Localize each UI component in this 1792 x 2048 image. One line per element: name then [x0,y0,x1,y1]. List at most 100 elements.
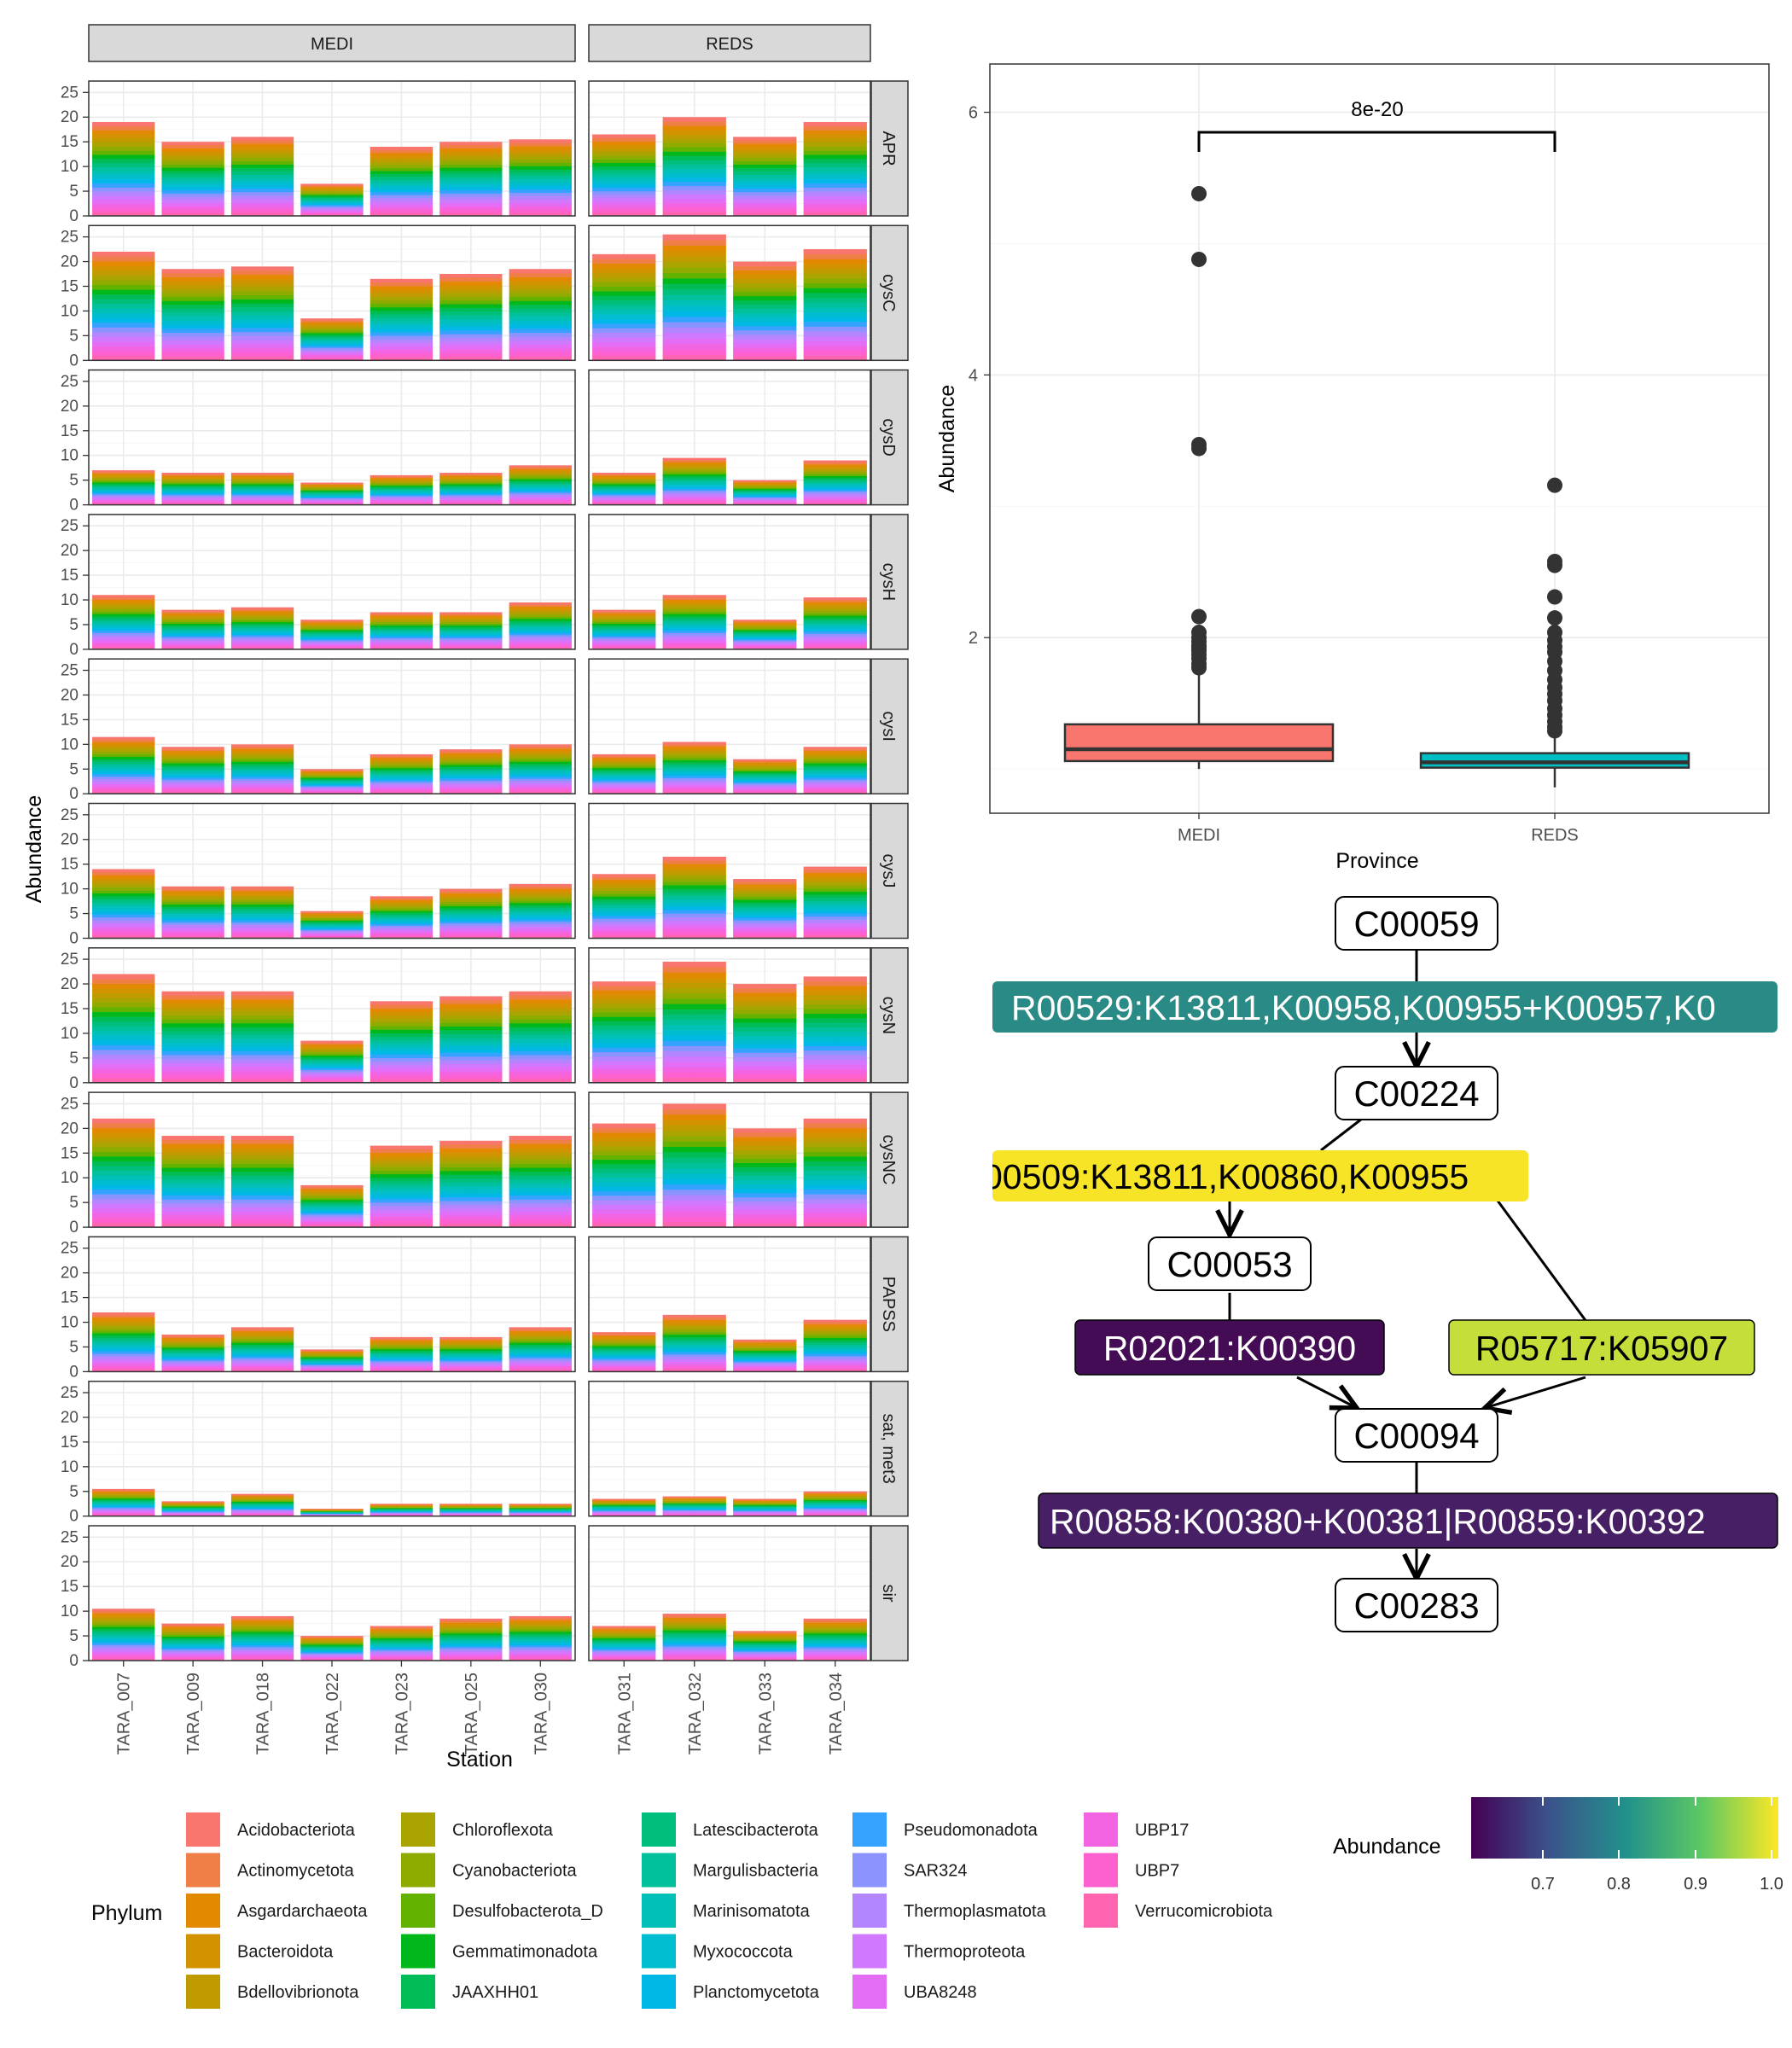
bar-segment [369,493,433,495]
bar-segment [300,923,364,926]
bar-segment [509,1031,572,1036]
bar-segment [733,935,797,939]
bar-segment [662,639,726,643]
bar-segment [439,1074,503,1079]
bar-segment [592,1510,656,1511]
bar-segment [803,1635,867,1638]
bar-segment [230,917,294,921]
bar-segment [230,497,294,500]
bar-segment [509,1055,572,1060]
bar-tara_031 [592,1498,656,1516]
bar-segment [92,1166,155,1171]
bar-segment [733,1502,797,1504]
bar-segment [733,1339,797,1341]
bar-segment [662,1341,726,1345]
bar-segment [300,1653,364,1655]
reaction-label: 00509:K13811,K00860,K00955 [992,1150,1528,1201]
bar-tara_034 [803,597,867,650]
bar-segment [230,485,294,487]
bar-segment [662,620,726,624]
bar-segment [92,1068,155,1074]
bar-tara_023 [369,1336,433,1372]
bar-segment [300,913,364,916]
bar-segment [300,1643,364,1645]
bar-segment [369,1506,433,1508]
bar-segment [369,1513,433,1515]
bar-segment [509,912,572,916]
bar-segment [662,627,726,631]
bar-segment [509,1627,572,1631]
bar-segment [662,982,726,989]
bar-segment [369,324,433,329]
bar-tara_007 [92,595,155,650]
bar-segment [509,1644,572,1648]
bar-segment [369,173,433,177]
bar-segment [92,890,155,893]
bar-segment [509,768,572,771]
bar-segment [230,634,294,637]
bar-segment [300,341,364,345]
y-tick-label: 15 [61,1434,79,1452]
bar-tara_022 [300,1636,364,1661]
bar-segment [733,484,797,486]
bar-segment [369,346,433,351]
bar-segment [803,788,867,790]
bar-segment [439,759,503,762]
bar-segment [92,280,155,286]
bar-segment [803,1642,867,1645]
bar-segment [733,317,797,323]
bar-segment [300,775,364,777]
bar-segment [592,1501,656,1503]
legend-label: Latescibacterota [693,1821,819,1840]
bar-segment [662,1648,726,1651]
bar-segment [803,1050,867,1056]
x-tick-label: MEDI [1178,826,1220,845]
bar-segment [662,1652,726,1655]
bar-segment [733,480,797,482]
bar-segment [662,1344,726,1347]
bar-segment [509,293,572,298]
bar-tara_032 [662,234,726,361]
bar-segment [509,770,572,773]
bar-segment [92,212,155,217]
bar-segment [803,460,867,463]
bar-tara_009 [161,1136,224,1228]
bar-segment [509,995,572,1000]
bar-segment [662,1501,726,1503]
bar-segment [733,274,797,279]
facet-strip-label: REDS [706,35,753,54]
bar-segment [733,1056,797,1062]
bar-tara_022 [300,183,364,217]
bar-segment [592,1339,656,1341]
bar-segment [161,1510,224,1512]
reaction-label: R00858:K00380+K00381|R00859:K00392 [1038,1492,1778,1549]
bar-segment [733,636,797,638]
bar-segment [300,1651,364,1654]
bar-segment [230,642,294,644]
bar-segment [803,1347,867,1350]
bar-segment [439,1159,503,1164]
bar-segment [369,621,433,625]
bar-segment [509,1062,572,1068]
bar-segment [803,1492,867,1494]
bar-tara_007 [92,869,155,939]
bar-segment [439,749,503,752]
bar-segment [300,199,364,201]
bar-segment [300,926,364,928]
outlier-point [1547,610,1562,626]
bar-segment [509,902,572,906]
bar-segment [733,1364,797,1367]
bar-segment [592,1182,656,1187]
bar-segment [662,1632,726,1635]
bar-segment [803,754,867,758]
bar-segment [662,1504,726,1505]
bar-segment [592,778,656,781]
bar-segment [803,178,867,184]
bar-segment [803,1502,867,1504]
bar-segment [161,1183,224,1188]
bar-segment [803,1653,867,1655]
bar-segment [509,1626,572,1628]
bar-segment [803,130,867,135]
bar-segment [439,1512,503,1514]
bar-segment [803,162,867,167]
